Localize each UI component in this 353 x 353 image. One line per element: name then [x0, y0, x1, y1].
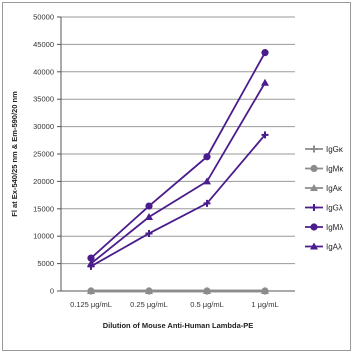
x-tick-label: 0.125 μg/mL: [70, 300, 112, 309]
series-4: [87, 49, 269, 262]
series-line: [90, 82, 266, 265]
data-point: [261, 287, 269, 294]
data-point: [261, 131, 269, 139]
y-tick-label: 40000: [33, 67, 54, 76]
legend-label: IgAλ: [326, 243, 342, 252]
y-tick-label: 15000: [33, 204, 54, 213]
data-point: [203, 177, 211, 185]
legend-label: IgMκ: [326, 165, 344, 174]
data-point: [145, 287, 153, 294]
y-tick-label: 45000: [33, 40, 54, 49]
y-tick-label: 35000: [33, 95, 54, 104]
data-point: [145, 229, 153, 237]
line-chart: 0 5000 10000 15000 20000 25000 30000 35000 40000…: [10, 13, 344, 331]
legend-marker: [310, 164, 318, 173]
data-point: [87, 259, 95, 267]
data-point: [203, 199, 211, 207]
y-tick-label: 25000: [33, 150, 54, 159]
legend-item: IgGλ: [305, 204, 343, 213]
data-point: [87, 254, 95, 262]
series-2: [87, 287, 269, 294]
data-point: [203, 287, 211, 294]
legend-marker: [310, 223, 318, 231]
legend-item: IgAλ: [305, 242, 342, 252]
x-tick-label: 0.5 μg/mL: [190, 300, 224, 309]
grid-lines: [61, 16, 295, 265]
legend-marker: [310, 145, 318, 153]
x-axis-title: Dilution of Mouse Anti-Human Lambda-PE: [103, 321, 254, 330]
legend-label: IgGκ: [326, 145, 344, 154]
series-line: [90, 52, 266, 259]
y-tick-label: 30000: [33, 122, 54, 131]
series-3: [87, 131, 269, 270]
y-tick-label: 10000: [33, 232, 54, 241]
y-axis-title: Fl at Ex-540/25 nm & Em-590/20 nm: [10, 91, 19, 217]
x-tick-label: 0.25 μg/mL: [130, 300, 168, 309]
legend-item: IgMκ: [305, 165, 344, 174]
legend-marker: [310, 184, 318, 191]
y-tick-label: 20000: [33, 177, 54, 186]
legend-label: IgGλ: [326, 204, 343, 213]
data-point: [261, 49, 269, 57]
y-tick-label: 50000: [33, 13, 54, 22]
legend-marker: [310, 204, 318, 211]
data-point: [203, 153, 211, 161]
data-point: [145, 202, 153, 210]
y-tick-label: 0: [50, 287, 54, 296]
x-tick-label: 1 μg/mL: [251, 300, 278, 309]
legend-label: IgAκ: [326, 184, 343, 193]
data-point: [261, 78, 269, 86]
y-tick-label: 5000: [37, 259, 54, 268]
series-lines: [87, 49, 269, 295]
legend: IgGκ IgMκ IgAκ IgGλ IgMλ IgAλ: [305, 145, 344, 252]
legend-item: IgMλ: [305, 223, 343, 232]
series-line: [90, 134, 266, 268]
legend-label: IgMλ: [326, 223, 343, 232]
data-point: [87, 287, 95, 294]
tick-labels: 0 5000 10000 15000 20000 25000 30000 35000 40000…: [33, 13, 278, 310]
legend-marker: [310, 242, 318, 250]
chart-container: 0 5000 10000 15000 20000 25000 30000 35000 40000…: [2, 2, 351, 351]
data-point: [145, 213, 153, 221]
series-5: [87, 78, 269, 267]
legend-item: IgGκ: [305, 145, 344, 154]
legend-item: IgAκ: [305, 184, 343, 193]
